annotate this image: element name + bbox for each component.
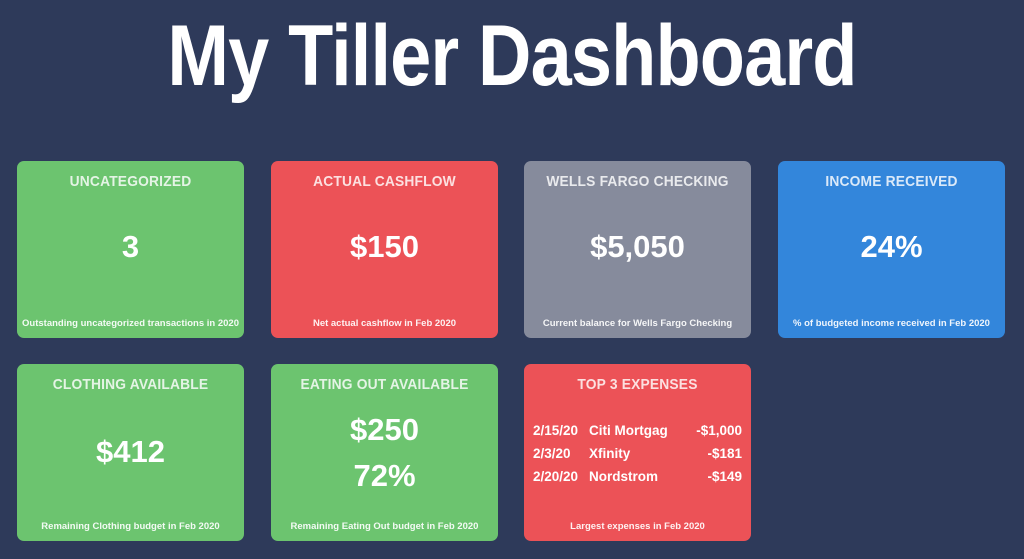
card-top-3-expenses[interactable]: TOP 3 EXPENSES 2/15/20 Citi Mortgag -$1,… xyxy=(524,364,751,541)
expense-payee: Nordstrom xyxy=(589,469,659,484)
card-title: EATING OUT AVAILABLE xyxy=(300,376,469,393)
card-caption: Largest expenses in Feb 2020 xyxy=(570,521,705,532)
card-title: CLOTHING AVAILABLE xyxy=(52,376,209,393)
card-value-percent: 72% xyxy=(353,458,416,493)
card-value: 24% xyxy=(860,229,923,264)
card-value: $5,050 xyxy=(590,229,685,264)
card-title: TOP 3 EXPENSES xyxy=(577,376,698,393)
expenses-table: 2/15/20 Citi Mortgag -$1,000 2/3/20 Xfin… xyxy=(533,419,742,488)
card-caption: Net actual cashflow in Feb 2020 xyxy=(312,318,457,329)
card-caption: Remaining Clothing budget in Feb 2020 xyxy=(41,521,220,532)
card-eating-out-available[interactable]: EATING OUT AVAILABLE $250 72% Remaining … xyxy=(271,364,498,541)
card-income-received[interactable]: INCOME RECEIVED 24% % of budgeted income… xyxy=(778,161,1005,338)
expense-date: 2/15/20 xyxy=(533,423,579,438)
card-value: $412 xyxy=(96,434,165,469)
page-title: My Tiller Dashboard xyxy=(167,8,857,104)
card-uncategorized[interactable]: UNCATEGORIZED 3 Outstanding uncategorize… xyxy=(17,161,244,338)
card-actual-cashflow[interactable]: ACTUAL CASHFLOW $150 Net actual cashflow… xyxy=(271,161,498,338)
card-title: WELLS FARGO CHECKING xyxy=(546,173,729,190)
card-title: ACTUAL CASHFLOW xyxy=(313,173,456,190)
expense-payee: Xfinity xyxy=(589,446,631,461)
expense-payee: Citi Mortgag xyxy=(589,423,668,438)
expense-amount: -$1,000 xyxy=(696,423,742,438)
expense-date: 2/20/20 xyxy=(533,469,579,484)
card-caption: Current balance for Wells Fargo Checking xyxy=(542,318,733,329)
card-value: $150 xyxy=(350,229,419,264)
card-caption: Outstanding uncategorized transactions i… xyxy=(22,318,239,329)
table-row: 2/20/20 Nordstrom -$149 xyxy=(533,465,742,488)
expense-amount: -$149 xyxy=(707,469,742,484)
card-clothing-available[interactable]: CLOTHING AVAILABLE $412 Remaining Clothi… xyxy=(17,364,244,541)
card-caption: % of budgeted income received in Feb 202… xyxy=(793,318,990,329)
card-wells-fargo-checking[interactable]: WELLS FARGO CHECKING $5,050 Current bala… xyxy=(524,161,751,338)
table-row: 2/3/20 Xfinity -$181 xyxy=(533,442,742,465)
card-value: 3 xyxy=(121,229,140,264)
card-value-amount: $250 xyxy=(350,412,419,447)
card-title: INCOME RECEIVED xyxy=(825,173,958,190)
card-caption: Remaining Eating Out budget in Feb 2020 xyxy=(290,521,479,532)
expense-date: 2/3/20 xyxy=(533,446,571,461)
card-title: UNCATEGORIZED xyxy=(69,173,192,190)
expense-amount: -$181 xyxy=(707,446,742,461)
table-row: 2/15/20 Citi Mortgag -$1,000 xyxy=(533,419,742,442)
